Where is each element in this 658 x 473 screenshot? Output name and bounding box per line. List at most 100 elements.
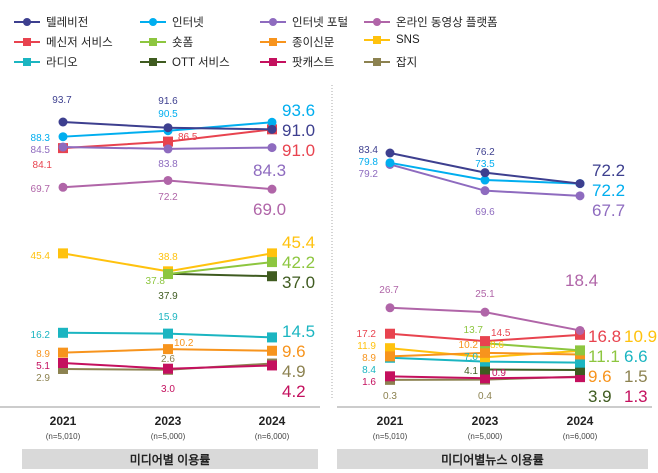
data-point <box>480 168 490 178</box>
data-label: 11.1 <box>588 347 620 366</box>
data-point <box>385 328 395 339</box>
legend-label: 종이신문 <box>292 37 335 49</box>
data-point <box>480 336 490 347</box>
data-label: 8.9 <box>362 353 376 364</box>
data-point <box>385 351 395 362</box>
data-label: 1.3 <box>624 387 648 406</box>
data-point <box>267 360 277 371</box>
data-point <box>575 372 585 383</box>
x-tick-sample-size: (n=6,000) <box>255 432 290 441</box>
data-point <box>163 136 173 147</box>
data-label: 38.8 <box>158 252 178 263</box>
data-point <box>575 179 585 189</box>
data-point <box>575 365 585 376</box>
panel-title-news-usage: 미디어별뉴스 이용률 <box>337 449 648 469</box>
legend-label: 팟캐스트 <box>292 57 335 69</box>
data-point <box>267 124 277 134</box>
square-marker-icon <box>14 37 40 47</box>
data-point <box>163 269 173 280</box>
data-label: 9.6 <box>282 342 306 361</box>
data-label: 93.7 <box>52 95 72 106</box>
legend-label: 인터넷 포털 <box>292 17 349 29</box>
data-label: 10.2 <box>174 338 194 349</box>
x-tick-label: 2024 <box>567 414 594 428</box>
data-point <box>480 373 490 384</box>
data-point <box>163 328 173 339</box>
data-point <box>267 184 277 194</box>
legend-label: 메신저 서비스 <box>46 37 113 49</box>
legend-item: SNS <box>364 34 420 46</box>
data-point <box>480 186 490 196</box>
data-label: 8.6 <box>490 340 504 351</box>
legend-item: OTT 서비스 <box>140 54 230 70</box>
panel-title-usage: 미디어별 이용률 <box>22 449 318 469</box>
data-label: 42.2 <box>282 253 315 272</box>
data-label: 8.9 <box>36 349 50 360</box>
legend-label: SNS <box>396 34 420 46</box>
data-label: 13.7 <box>464 325 484 336</box>
legend-item: 숏폼 <box>140 34 193 50</box>
data-label: 11.9 <box>357 341 376 352</box>
data-label: 69.6 <box>475 207 495 218</box>
x-tick-label: 2023 <box>472 414 499 428</box>
x-tick-sample-size: (n=5,000) <box>151 432 186 441</box>
data-point <box>58 182 68 192</box>
data-point <box>163 144 173 154</box>
data-label: 18.4 <box>565 271 598 290</box>
square-marker-icon <box>364 35 390 45</box>
data-point <box>385 343 395 354</box>
data-label: 8.4 <box>362 365 376 376</box>
data-label: 4.2 <box>282 382 306 401</box>
data-label: 26.7 <box>379 285 399 296</box>
data-point <box>58 132 68 142</box>
legend-label: 라디오 <box>46 57 78 69</box>
x-tick-sample-size: (n=5,010) <box>373 432 408 441</box>
legend-label: OTT 서비스 <box>172 57 230 69</box>
data-point <box>58 248 68 259</box>
circle-marker-icon <box>260 17 286 27</box>
data-label: 84.5 <box>31 145 51 156</box>
data-label: 16.2 <box>31 330 51 341</box>
data-label: 7.0 <box>464 352 478 363</box>
data-label: 37.8 <box>146 276 166 287</box>
data-label: 84.1 <box>33 160 53 171</box>
series-line <box>167 272 273 278</box>
data-point <box>267 332 277 343</box>
data-label: 37.9 <box>158 291 178 302</box>
series-line <box>167 261 273 276</box>
legend-item: 잡지 <box>364 54 417 70</box>
data-label: 69.0 <box>253 200 286 219</box>
data-label: 4.9 <box>282 362 306 381</box>
data-label: 91.6 <box>158 96 178 107</box>
data-label: 6.6 <box>624 347 648 366</box>
data-label: 91.0 <box>282 141 315 160</box>
data-point <box>163 175 173 185</box>
data-label: 88.3 <box>31 133 51 144</box>
legend-item: 텔레비전 <box>14 14 88 30</box>
data-label: 91.0 <box>282 121 315 140</box>
x-tick-label: 2021 <box>377 414 404 428</box>
data-label: 93.6 <box>282 101 315 120</box>
x-tick-sample-size: (n=6,000) <box>563 432 598 441</box>
data-label: 10.2 <box>459 340 479 351</box>
data-label: 17.2 <box>357 329 377 340</box>
data-label: 14.5 <box>282 322 315 341</box>
data-point <box>480 175 490 185</box>
data-point <box>163 123 173 133</box>
data-label: 90.5 <box>158 109 178 120</box>
data-label: 69.7 <box>31 184 51 195</box>
data-point <box>575 325 585 335</box>
legend-item: 라디오 <box>14 54 78 70</box>
data-point <box>385 371 395 382</box>
data-label: 72.2 <box>592 161 625 180</box>
data-label: 3.0 <box>161 384 175 395</box>
data-point <box>480 364 490 375</box>
data-label: 14.5 <box>491 328 511 339</box>
data-label: 67.7 <box>592 201 625 220</box>
data-label: 25.1 <box>475 289 495 300</box>
square-marker-icon <box>364 57 390 67</box>
data-label: 0.9 <box>492 368 506 379</box>
data-point <box>480 307 490 317</box>
data-point <box>267 117 277 127</box>
